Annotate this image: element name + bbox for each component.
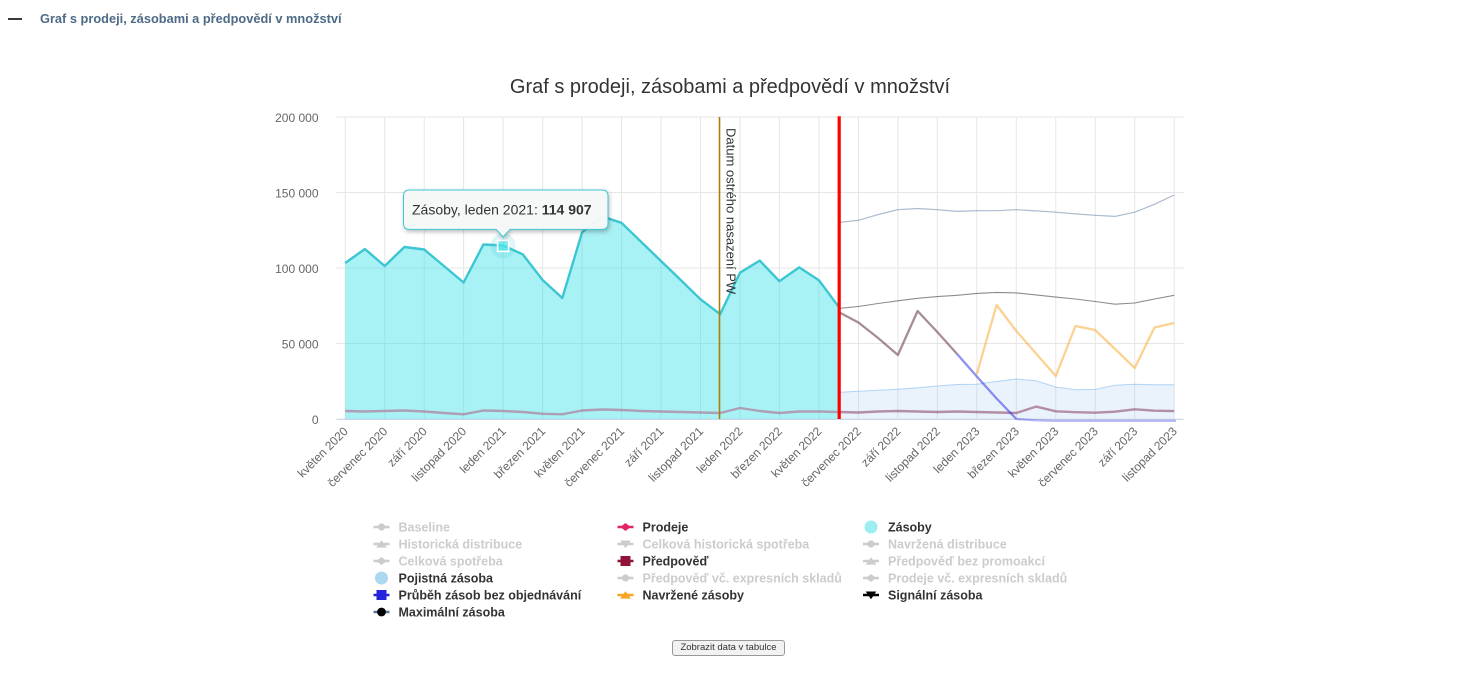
svg-text:Zásoby: Zásoby	[888, 521, 932, 535]
svg-text:Maximální zásoba: Maximální zásoba	[399, 606, 506, 620]
svg-text:200 000: 200 000	[275, 111, 319, 125]
svg-text:Průběh zásob bez objednávání: Průběh zásob bez objednávání	[399, 589, 582, 603]
svg-text:50 000: 50 000	[282, 338, 319, 352]
svg-text:Celková spotřeba: Celková spotřeba	[399, 555, 504, 569]
svg-text:Signální zásoba: Signální zásoba	[888, 589, 984, 603]
svg-text:Zásoby, leden 2021: 114 907: Zásoby, leden 2021: 114 907	[412, 202, 592, 218]
svg-text:Prodeje: Prodeje	[643, 521, 689, 535]
svg-text:Předpověď: Předpověď	[643, 555, 709, 569]
svg-text:Navržená distribuce: Navržená distribuce	[888, 538, 1007, 552]
svg-text:100 000: 100 000	[275, 262, 319, 276]
svg-text:Prodeje vč. expresních skladů: Prodeje vč. expresních skladů	[888, 572, 1067, 586]
svg-text:Předpověď vč. expresních sklad: Předpověď vč. expresních skladů	[643, 572, 842, 586]
svg-text:Graf s prodeji, zásobami a pře: Graf s prodeji, zásobami a předpovědí v …	[510, 76, 951, 98]
svg-text:Pojistná zásoba: Pojistná zásoba	[399, 572, 495, 586]
svg-text:0: 0	[312, 413, 319, 427]
svg-text:Celková historická spotřeba: Celková historická spotřeba	[643, 538, 811, 552]
svg-text:Historická distribuce: Historická distribuce	[399, 538, 523, 552]
svg-text:Datum ostrého nasazení PW: Datum ostrého nasazení PW	[724, 128, 739, 295]
svg-text:Navržené zásoby: Navržené zásoby	[643, 589, 744, 603]
svg-text:Předpověď bez promoakcí: Předpověď bez promoakcí	[888, 555, 1045, 569]
svg-text:150 000: 150 000	[275, 187, 319, 201]
svg-text:Baseline: Baseline	[399, 521, 450, 535]
